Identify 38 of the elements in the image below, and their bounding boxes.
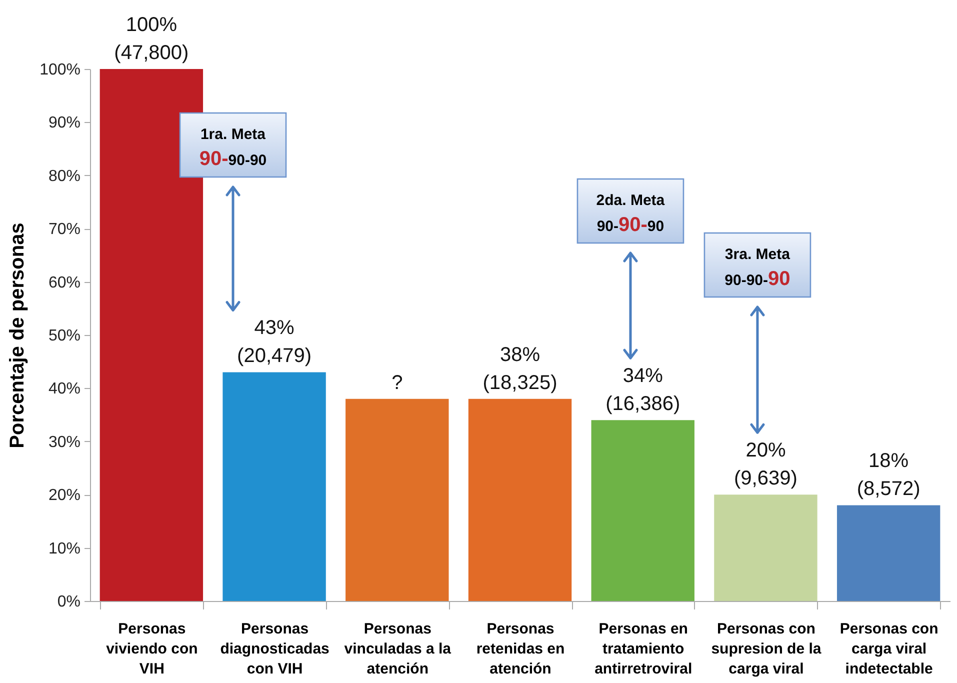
x-tick-label: Personas retenidas en atención [476,620,565,678]
bar [714,494,818,601]
x-tick-label: Personas con carga viral indetectable [840,620,938,678]
x-tick-label: Personas diagnosticadas con VIH [220,620,330,678]
x-tick-label: Personas vinculadas a la atención [344,620,452,678]
x-tick-label: Personas con supresion de la carga viral [711,620,822,678]
annotation: 3ra. Meta 90-90-90 [724,246,791,290]
y-axis-title: Porcentaje de personas [6,222,29,448]
text: 38% (18,325) [482,344,558,394]
y-tick-label: 10% [48,540,80,558]
x-tick-label: Personas en tratamiento antirretroviral [594,620,692,678]
note-box: 3ra. Meta 90-90-90 [704,232,812,298]
text: 18% (8,572) [856,450,920,500]
y-tick-label: 30% [48,434,80,451]
data-label: ? [392,372,403,394]
y-tick-label: 70% [48,221,80,238]
bar [836,505,940,601]
bar [591,420,694,601]
y-tick-label: 60% [48,274,80,292]
y-tick-label: 20% [48,487,80,504]
y-tick-label: 80% [48,168,80,185]
note-box: 2da. Meta 90-90-90 [576,178,684,244]
annotation: 1ra. Meta 90-90-90 [199,126,267,170]
text: 20% (9,639) [734,440,798,490]
text: 100% (47,800) [114,14,189,64]
bar [468,398,572,601]
y-tick-label: 50% [48,328,80,344]
text: 43% (20,479) [237,317,312,368]
y-tick-label: 0% [57,594,80,610]
x-tick-label: Personas viviendo con VIH [106,620,198,678]
text: 34% (16,386) [606,365,680,416]
annotation: 2da. Meta 90-90-90 [596,192,666,236]
bar [222,372,326,601]
note-box: 1ra. Meta 90-90-90 [179,112,287,178]
y-tick-label: 40% [48,380,80,398]
bar [346,398,449,601]
y-tick-label: 90% [48,114,80,132]
y-tick-label: 100% [40,62,80,78]
